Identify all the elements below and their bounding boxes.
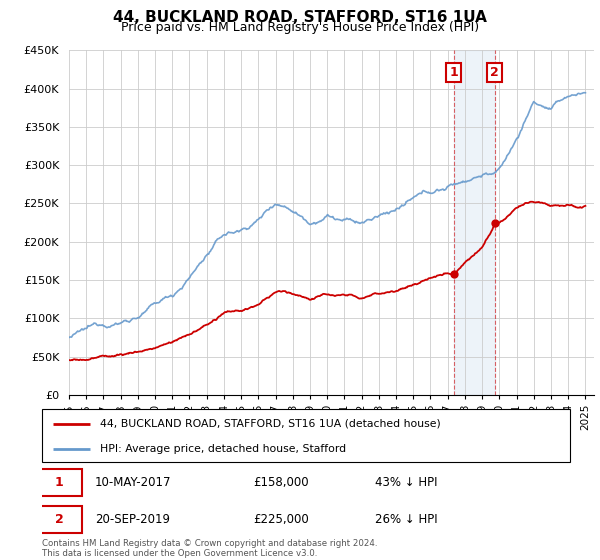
Text: Price paid vs. HM Land Registry's House Price Index (HPI): Price paid vs. HM Land Registry's House … <box>121 21 479 34</box>
Text: 1: 1 <box>449 66 458 79</box>
FancyBboxPatch shape <box>37 469 82 496</box>
Text: Contains HM Land Registry data © Crown copyright and database right 2024.
This d: Contains HM Land Registry data © Crown c… <box>42 539 377 558</box>
Text: £158,000: £158,000 <box>253 476 309 489</box>
Text: 2: 2 <box>55 513 64 526</box>
Text: 1: 1 <box>55 476 64 489</box>
FancyBboxPatch shape <box>37 506 82 533</box>
Text: 2: 2 <box>490 66 499 79</box>
Text: 44, BUCKLAND ROAD, STAFFORD, ST16 1UA (detached house): 44, BUCKLAND ROAD, STAFFORD, ST16 1UA (d… <box>100 419 441 429</box>
Bar <box>454 50 494 395</box>
Text: 44, BUCKLAND ROAD, STAFFORD, ST16 1UA: 44, BUCKLAND ROAD, STAFFORD, ST16 1UA <box>113 10 487 25</box>
Text: HPI: Average price, detached house, Stafford: HPI: Average price, detached house, Staf… <box>100 444 346 454</box>
Text: 43% ↓ HPI: 43% ↓ HPI <box>374 476 437 489</box>
Text: 20-SEP-2019: 20-SEP-2019 <box>95 513 170 526</box>
FancyBboxPatch shape <box>42 409 570 462</box>
Text: 26% ↓ HPI: 26% ↓ HPI <box>374 513 437 526</box>
Text: 10-MAY-2017: 10-MAY-2017 <box>95 476 172 489</box>
Text: £225,000: £225,000 <box>253 513 309 526</box>
